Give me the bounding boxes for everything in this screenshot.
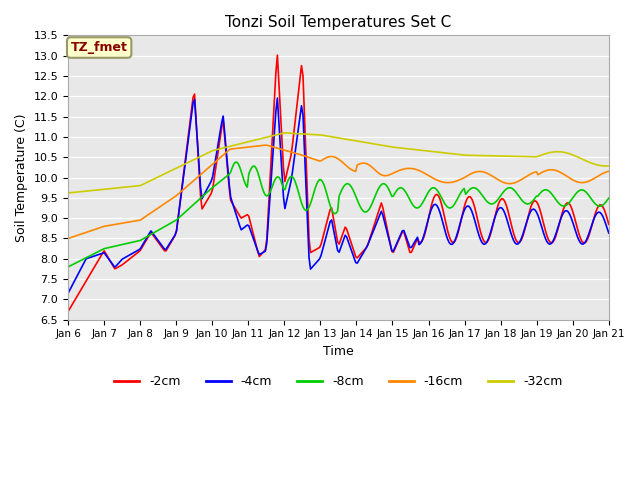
-2cm <box>225 185 233 191</box>
-32cm <box>302 131 310 137</box>
-32cm <box>576 155 584 161</box>
-32cm <box>281 130 289 136</box>
-4cm <box>131 250 138 255</box>
-16cm <box>225 147 233 153</box>
-2cm <box>131 252 138 258</box>
-32cm <box>64 190 72 196</box>
-32cm <box>252 137 260 143</box>
-16cm <box>131 218 138 224</box>
-4cm <box>243 222 251 228</box>
Line: -16cm: -16cm <box>68 145 609 239</box>
-8cm <box>245 171 253 177</box>
-2cm <box>64 309 72 314</box>
-8cm <box>225 171 233 177</box>
-2cm <box>252 243 260 249</box>
-16cm <box>252 144 260 149</box>
-8cm <box>233 159 241 165</box>
-16cm <box>64 236 72 241</box>
-16cm <box>302 154 310 159</box>
-4cm <box>605 230 612 236</box>
-16cm <box>605 168 612 174</box>
Title: Tonzi Soil Temperatures Set C: Tonzi Soil Temperatures Set C <box>225 15 451 30</box>
-16cm <box>576 180 584 185</box>
-8cm <box>302 207 310 213</box>
-8cm <box>605 195 612 201</box>
-32cm <box>605 163 612 169</box>
Y-axis label: Soil Temperature (C): Soil Temperature (C) <box>15 113 28 242</box>
-8cm <box>576 187 584 193</box>
-32cm <box>131 183 138 189</box>
Legend: -2cm, -4cm, -8cm, -16cm, -32cm: -2cm, -4cm, -8cm, -16cm, -32cm <box>109 370 568 393</box>
Line: -8cm: -8cm <box>68 162 609 267</box>
-8cm <box>64 264 72 270</box>
-2cm <box>576 235 584 240</box>
-4cm <box>252 244 260 250</box>
Line: -4cm: -4cm <box>68 98 609 293</box>
-16cm <box>262 142 269 148</box>
-4cm <box>225 181 233 187</box>
-4cm <box>64 290 72 296</box>
-2cm <box>273 52 281 58</box>
-8cm <box>131 239 138 245</box>
-2cm <box>302 155 310 160</box>
-4cm <box>576 240 584 245</box>
-2cm <box>243 212 251 217</box>
Line: -32cm: -32cm <box>68 133 609 193</box>
-4cm <box>273 95 281 101</box>
-2cm <box>605 221 612 227</box>
-4cm <box>302 183 310 189</box>
-32cm <box>243 139 251 145</box>
Text: TZ_fmet: TZ_fmet <box>71 41 127 54</box>
X-axis label: Time: Time <box>323 345 354 358</box>
-16cm <box>243 144 251 150</box>
Line: -2cm: -2cm <box>68 55 609 312</box>
-32cm <box>225 144 233 149</box>
-8cm <box>254 169 262 175</box>
